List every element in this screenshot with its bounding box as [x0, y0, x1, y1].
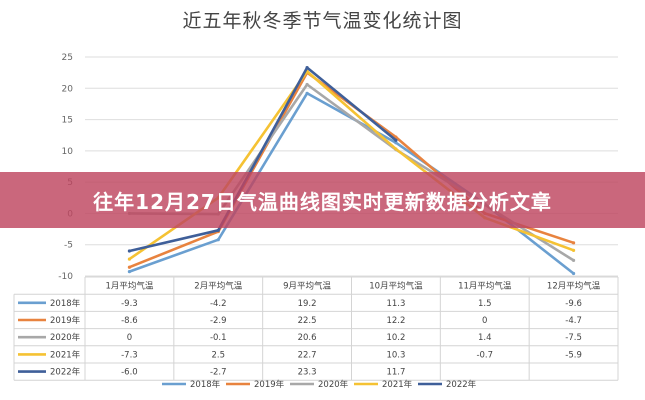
- data-value-label: -2.7: [210, 368, 227, 378]
- data-value-label: -5.9: [565, 350, 582, 360]
- category-label: 9月平均气温: [283, 281, 331, 292]
- data-value-label: 1.4: [478, 333, 492, 343]
- y-tick-label: 25: [62, 53, 73, 63]
- chart-title: 近五年秋冬季节气温变化统计图: [182, 10, 463, 32]
- data-point: [394, 141, 398, 145]
- series-name-label: 2022年: [50, 367, 81, 378]
- data-value-label: 11.3: [386, 299, 405, 309]
- data-point: [305, 66, 309, 70]
- data-value-label: 23.3: [298, 368, 317, 378]
- category-label: 12月平均气温: [547, 281, 601, 292]
- data-point: [394, 147, 398, 151]
- legend-label: 2022年: [446, 379, 477, 390]
- data-value-label: 12.2: [386, 316, 405, 326]
- data-value-label: 10.2: [386, 333, 405, 343]
- data-value-label: 0: [127, 333, 132, 343]
- data-value-label: -0.7: [476, 350, 493, 360]
- data-value-label: -0.1: [210, 333, 227, 343]
- data-value-label: 20.6: [298, 333, 317, 343]
- data-value-label: 2.5: [211, 350, 225, 360]
- data-value-label: 19.2: [298, 299, 317, 309]
- data-value-label: 22.7: [298, 350, 317, 360]
- category-label: 10月平均气温: [369, 281, 423, 292]
- data-value-label: -9.3: [121, 299, 138, 309]
- data-value-label: -8.6: [121, 316, 138, 326]
- category-label: 11月平均气温: [458, 281, 512, 292]
- data-point: [216, 238, 220, 242]
- category-label: 2月平均气温: [194, 281, 242, 292]
- data-value-label: -4.7: [565, 316, 582, 326]
- legend-label: 2019年: [254, 379, 285, 390]
- data-point: [571, 258, 576, 262]
- data-value-label: -4.2: [210, 299, 227, 309]
- overlay-banner: 往年12月27日气温曲线图实时更新数据分析文章: [0, 172, 645, 228]
- data-value-label: 1.5: [478, 299, 492, 309]
- series-line-2019年: [128, 71, 575, 269]
- data-point: [216, 228, 220, 232]
- data-value-label: -7.3: [121, 350, 138, 360]
- data-value-label: -7.5: [565, 333, 582, 343]
- y-tick-label: 15: [62, 116, 73, 126]
- data-point: [127, 249, 132, 253]
- legend-label: 2018年: [190, 379, 221, 390]
- data-point: [127, 265, 132, 269]
- data-value-label: 11.7: [386, 368, 405, 378]
- series-name-label: 2019年: [50, 315, 81, 326]
- series-name-label: 2020年: [50, 332, 81, 343]
- legend-label: 2021年: [382, 379, 413, 390]
- data-value-label: 10.3: [386, 350, 405, 360]
- y-tick-label: -5: [64, 241, 73, 251]
- data-point: [571, 241, 576, 245]
- data-point: [571, 271, 576, 276]
- data-point: [127, 257, 132, 261]
- data-value-label: -9.6: [565, 299, 582, 309]
- legend-label: 2020年: [318, 379, 349, 390]
- category-label: 1月平均气温: [105, 281, 153, 292]
- data-point: [394, 138, 398, 142]
- y-tick-label: 10: [62, 147, 74, 157]
- series-line-2022年: [129, 66, 397, 253]
- data-value-label: -6.0: [121, 368, 138, 378]
- data-point: [571, 248, 576, 252]
- data-value-label: 0: [482, 316, 487, 326]
- y-tick-label: 20: [62, 84, 74, 94]
- y-tick-label: -10: [58, 272, 73, 282]
- data-point: [305, 91, 309, 95]
- series-name-label: 2018年: [50, 298, 81, 309]
- data-point: [305, 82, 309, 87]
- data-value-label: -2.9: [210, 316, 227, 326]
- data-point: [127, 270, 132, 274]
- series-name-label: 2021年: [50, 349, 81, 360]
- data-value-label: 22.5: [298, 316, 317, 326]
- series-line-2021年: [128, 70, 575, 261]
